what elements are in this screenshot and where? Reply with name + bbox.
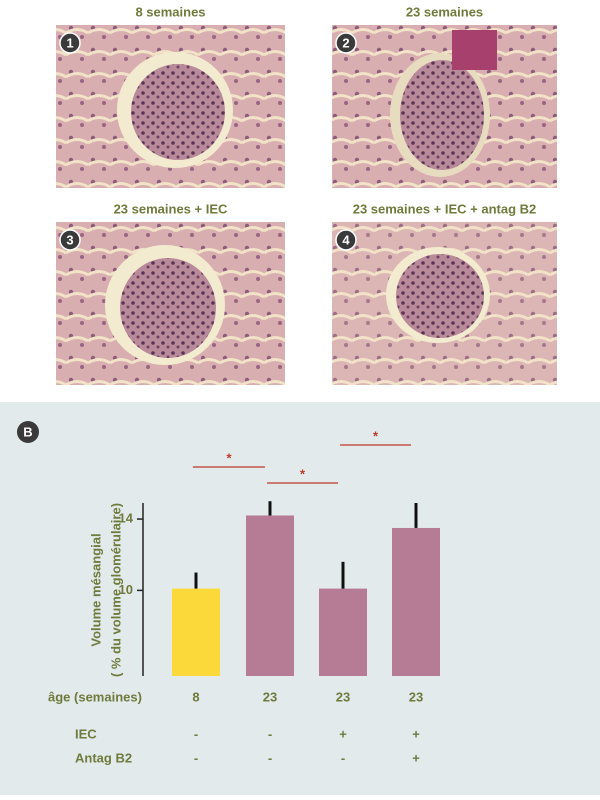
y-tick-label: 14 xyxy=(119,510,134,525)
image-number-badge xyxy=(59,229,81,251)
histology-2 xyxy=(332,25,557,188)
significance-star: * xyxy=(226,450,232,465)
row-value: - xyxy=(268,726,272,741)
image-number-badge xyxy=(59,32,81,54)
image-title: 23 semaines + IEC xyxy=(114,201,228,216)
row-value: + xyxy=(412,750,420,765)
image-number: 1 xyxy=(66,35,73,50)
row-value: - xyxy=(194,750,198,765)
image-number-badge xyxy=(335,32,357,54)
row-label: IEC xyxy=(75,726,97,741)
x-axis-label: âge (semaines) xyxy=(48,689,142,704)
row-value: - xyxy=(268,750,272,765)
bar xyxy=(172,588,220,676)
row-label: Antag B2 xyxy=(75,750,132,765)
image-title: 8 semaines xyxy=(135,4,205,19)
bar xyxy=(246,515,294,676)
y-axis-label: Volume mésangial xyxy=(88,533,103,646)
row-value: + xyxy=(412,726,420,741)
histology-1 xyxy=(56,25,285,188)
image-number: 3 xyxy=(66,232,73,247)
x-tick-label: 23 xyxy=(263,689,277,704)
image-number-badge xyxy=(335,229,357,251)
significance-star: * xyxy=(373,428,379,443)
panel-b-background xyxy=(0,402,600,795)
image-title: 23 semaines xyxy=(406,4,483,19)
panel-letter: B xyxy=(23,424,32,439)
image-title: 23 semaines + IEC + antag B2 xyxy=(353,201,537,216)
x-tick-label: 23 xyxy=(336,689,350,704)
bar xyxy=(319,588,367,676)
x-tick-label: 23 xyxy=(409,689,423,704)
histology-4 xyxy=(332,222,557,385)
panel-badge xyxy=(17,421,39,443)
y-axis-label: ( % du volume glomérulaire) xyxy=(108,503,123,677)
image-number: 2 xyxy=(342,35,349,50)
row-value: - xyxy=(341,750,345,765)
bar xyxy=(392,527,440,676)
row-value: + xyxy=(339,726,347,741)
row-value: - xyxy=(194,726,198,741)
y-tick-label: 10 xyxy=(119,582,133,597)
image-number: 4 xyxy=(342,232,350,247)
x-tick-label: 8 xyxy=(192,689,199,704)
histology-3 xyxy=(56,222,285,385)
significance-star: * xyxy=(300,466,306,481)
